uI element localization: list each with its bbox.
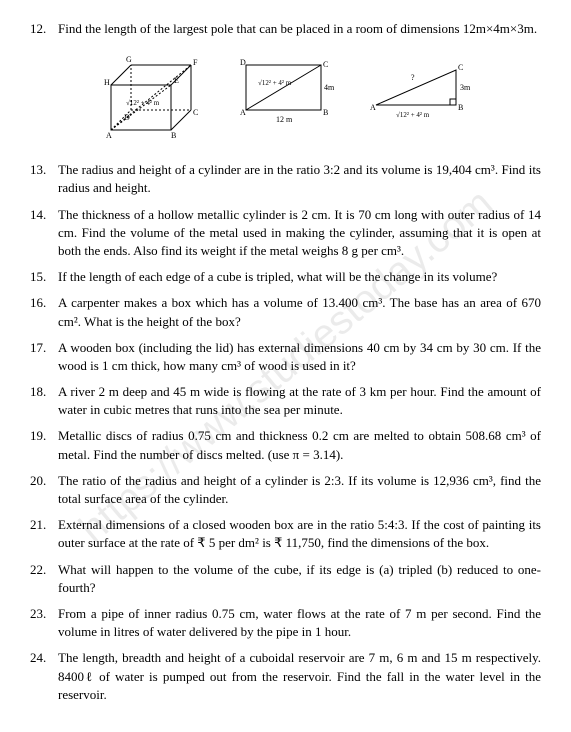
svg-text:C: C [458,63,463,72]
svg-text:A: A [240,108,246,117]
question-number: 20. [30,472,58,508]
question-text: What will happen to the volume of the cu… [58,561,541,597]
question-19: 19. Metallic discs of radius 0.75 cm and… [30,427,541,463]
question-16: 16. A carpenter makes a box which has a … [30,294,541,330]
question-text: External dimensions of a closed wooden b… [58,516,541,552]
svg-text:B: B [458,103,463,112]
question-18: 18. A river 2 m deep and 45 m wide is fl… [30,383,541,419]
cuboid-diagram: A B C D E F G H √12² + 4² m [96,50,206,145]
question-text: The ratio of the radius and height of a … [58,472,541,508]
question-text: A carpenter makes a box which has a volu… [58,294,541,330]
svg-text:D: D [124,113,130,122]
rectangle-diagram: A B C D 12 m 4m √12² + 4² m [236,50,336,145]
svg-text:B: B [323,108,328,117]
question-text: If the length of each edge of a cube is … [58,268,541,286]
question-number: 21. [30,516,58,552]
question-20: 20. The ratio of the radius and height o… [30,472,541,508]
question-number: 22. [30,561,58,597]
svg-text:C: C [193,108,198,117]
svg-text:G: G [126,55,132,64]
svg-text:D: D [240,58,246,67]
svg-text:4m: 4m [324,83,335,92]
question-number: 16. [30,294,58,330]
question-text: The length, breadth and height of a cubo… [58,649,541,704]
svg-text:E: E [174,76,179,85]
svg-text:A: A [106,131,112,140]
svg-text:F: F [193,58,198,67]
svg-text:√12² + 4² m: √12² + 4² m [396,111,430,119]
svg-text:A: A [370,103,376,112]
question-24: 24. The length, breadth and height of a … [30,649,541,704]
diagram-row: A B C D E F G H √12² + 4² m A B C D [30,50,541,145]
question-number: 18. [30,383,58,419]
svg-text:√12² + 4² m: √12² + 4² m [126,99,160,107]
svg-text:B: B [171,131,176,140]
question-text: A river 2 m deep and 45 m wide is flowin… [58,383,541,419]
question-15: 15. If the length of each edge of a cube… [30,268,541,286]
question-22: 22. What will happen to the volume of th… [30,561,541,597]
question-21: 21. External dimensions of a closed wood… [30,516,541,552]
question-text: From a pipe of inner radius 0.75 cm, wat… [58,605,541,641]
question-number: 15. [30,268,58,286]
question-number: 13. [30,161,58,197]
svg-text:C: C [323,60,328,69]
svg-text:H: H [104,78,110,87]
svg-text:?: ? [411,73,415,82]
question-17: 17. A wooden box (including the lid) has… [30,339,541,375]
question-14: 14. The thickness of a hollow metallic c… [30,206,541,261]
question-text: The thickness of a hollow metallic cylin… [58,206,541,261]
question-number: 17. [30,339,58,375]
question-13: 13. The radius and height of a cylinder … [30,161,541,197]
triangle-diagram: A B C √12² + 4² m 3m ? [366,50,476,145]
question-number: 24. [30,649,58,704]
question-text: The radius and height of a cylinder are … [58,161,541,197]
question-12: 12. Find the length of the largest pole … [30,20,541,38]
question-number: 19. [30,427,58,463]
question-text: Metallic discs of radius 0.75 cm and thi… [58,427,541,463]
question-number: 14. [30,206,58,261]
question-23: 23. From a pipe of inner radius 0.75 cm,… [30,605,541,641]
question-number: 23. [30,605,58,641]
question-number: 12. [30,20,58,38]
svg-text:√12² + 4² m: √12² + 4² m [258,79,292,87]
question-text: Find the length of the largest pole that… [58,20,541,38]
svg-text:12 m: 12 m [276,115,293,124]
svg-text:3m: 3m [460,83,471,92]
question-text: A wooden box (including the lid) has ext… [58,339,541,375]
